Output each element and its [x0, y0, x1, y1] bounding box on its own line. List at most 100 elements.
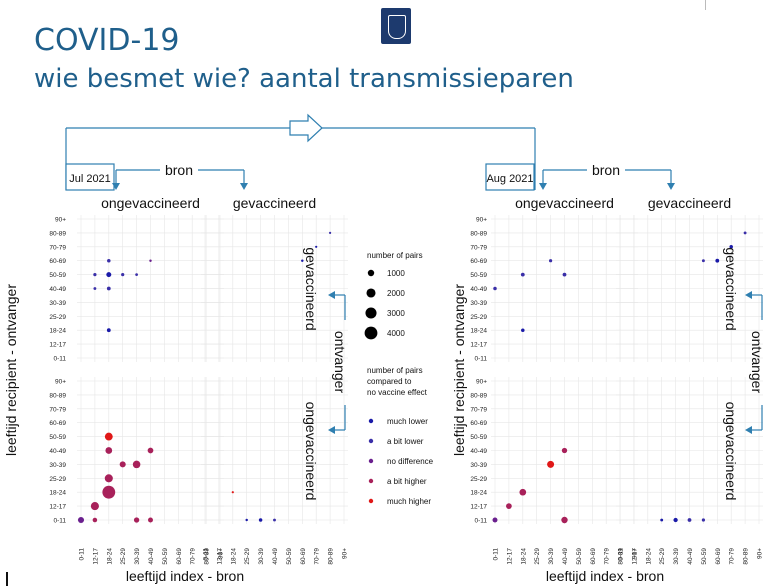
- data-point: [673, 517, 678, 523]
- y-tick-label: 30-39: [49, 462, 66, 469]
- y-tick-label: 50-59: [49, 434, 66, 441]
- x-tick-label: 18-24: [106, 548, 113, 565]
- x-tick-label: 50-59: [701, 548, 708, 565]
- data-point: [301, 259, 304, 262]
- data-point: [104, 432, 113, 441]
- x-tick-label: 60-69: [300, 548, 307, 565]
- row-header: ongevaccineerd: [723, 402, 739, 501]
- x-tick-label: 70-79: [729, 548, 736, 565]
- data-point: [561, 516, 568, 524]
- y-tick-label: 80-89: [49, 392, 66, 399]
- data-point: [562, 272, 567, 277]
- y-tick-label: 12-17: [49, 342, 66, 349]
- data-point: [92, 517, 98, 523]
- data-point: [77, 516, 85, 524]
- data-point: [547, 460, 555, 468]
- x-axis-label: leeftijd index - bron: [126, 568, 244, 584]
- x-tick-label: 90+: [218, 548, 225, 559]
- data-point: [106, 328, 111, 333]
- legend-size-dot: [367, 269, 375, 277]
- legend-color-dot: [368, 418, 374, 424]
- data-point: [687, 518, 692, 522]
- y-tick-label: 60-69: [470, 420, 487, 427]
- x-tick-label: 50-59: [286, 548, 293, 565]
- x-tick-label: 90+: [632, 548, 639, 559]
- y-axis-label: leeftijd recipient - ontvanger: [451, 284, 467, 456]
- y-tick-label: 18-24: [470, 490, 487, 497]
- bron-label: bron: [592, 162, 620, 178]
- left-arrow-icon: [328, 426, 335, 434]
- ontvanger-label: ontvanger: [332, 331, 348, 394]
- data-point: [561, 447, 568, 454]
- legend-color-dot: [368, 498, 374, 504]
- legend-color-label: no difference: [387, 457, 434, 466]
- y-tick-label: 40-49: [49, 448, 66, 455]
- data-point: [121, 273, 125, 277]
- y-tick-label: 12-17: [49, 504, 66, 511]
- y-tick-label: 80-89: [49, 230, 66, 237]
- x-tick-label: 40-49: [148, 548, 155, 565]
- x-tick-label: 0-11: [618, 548, 625, 561]
- page-title: COVID-19: [34, 23, 180, 58]
- x-tick-label: 70-79: [190, 548, 197, 565]
- x-tick-label: 25-29: [659, 548, 666, 565]
- x-tick-label: 30-39: [258, 548, 265, 565]
- x-tick-label: 50-59: [162, 548, 169, 565]
- y-tick-label: 70-79: [49, 406, 66, 413]
- data-point: [119, 461, 126, 468]
- legend-size-dot: [366, 288, 376, 298]
- y-tick-label: 70-79: [49, 244, 66, 251]
- x-tick-label: 25-29: [534, 548, 541, 565]
- y-tick-label: 80-89: [470, 230, 487, 237]
- flow-frame: Jul 2021 Aug 2021 bron bron: [65, 113, 675, 191]
- row-header: gevaccineerd: [303, 247, 319, 330]
- legend-title: number of pairs: [367, 251, 423, 260]
- y-tick-label: 60-69: [470, 258, 487, 265]
- data-point: [107, 258, 111, 263]
- data-point: [660, 518, 664, 522]
- down-arrow-icon: [240, 183, 248, 190]
- x-tick-label: 12-17: [506, 548, 513, 565]
- data-point: [549, 259, 553, 263]
- x-tick-label: 25-29: [120, 548, 127, 565]
- x-tick-label: 12-17: [216, 548, 223, 565]
- data-point: [701, 259, 705, 263]
- right-arrow-icon: [289, 113, 323, 143]
- legend-size-label: 2000: [387, 289, 405, 298]
- down-arrow-icon: [667, 183, 675, 190]
- x-tick-label: 80-89: [328, 548, 335, 565]
- x-tick-label: 90+: [757, 548, 764, 559]
- data-point: [132, 460, 141, 469]
- government-logo: [381, 8, 411, 44]
- y-tick-label: 30-39: [49, 300, 66, 307]
- data-point: [148, 517, 153, 523]
- data-point: [273, 518, 276, 522]
- legend-size-dot: [364, 326, 378, 340]
- data-point: [328, 231, 332, 235]
- data-point: [492, 517, 498, 523]
- ontvanger-label: ontvanger: [749, 331, 765, 394]
- y-tick-label: 25-29: [470, 314, 487, 321]
- legend-title: number of pairs: [367, 366, 423, 375]
- y-tick-label: 25-29: [49, 476, 66, 483]
- data-point: [521, 328, 525, 332]
- data-point: [102, 485, 116, 499]
- y-tick-label: 90+: [55, 379, 66, 386]
- x-tick-label: 70-79: [314, 548, 321, 565]
- legend-size-dot: [365, 307, 377, 319]
- y-tick-label: 60-69: [49, 258, 66, 265]
- x-tick-label: 60-69: [176, 548, 183, 565]
- chart-aug-2021: ongevaccineerd gevaccineerd 0-11 12-17 18-24…: [451, 195, 765, 584]
- column-header: ongevaccineerd: [101, 195, 200, 211]
- data-point: [743, 231, 747, 235]
- data-point: [90, 502, 99, 511]
- legend-size-label: 4000: [387, 329, 405, 338]
- legend-color-label: a bit lower: [387, 437, 424, 446]
- data-point: [258, 518, 263, 522]
- x-tick-label: 80-89: [743, 548, 750, 565]
- data-point: [506, 503, 512, 509]
- y-tick-label: 0-11: [53, 356, 66, 363]
- x-axis-label: leeftijd index - bron: [546, 568, 664, 584]
- chart-jul-2021: ongevaccineerd gevaccineerd 0-11 12-17 18-24…: [3, 195, 349, 584]
- column-header: gevaccineerd: [233, 195, 316, 211]
